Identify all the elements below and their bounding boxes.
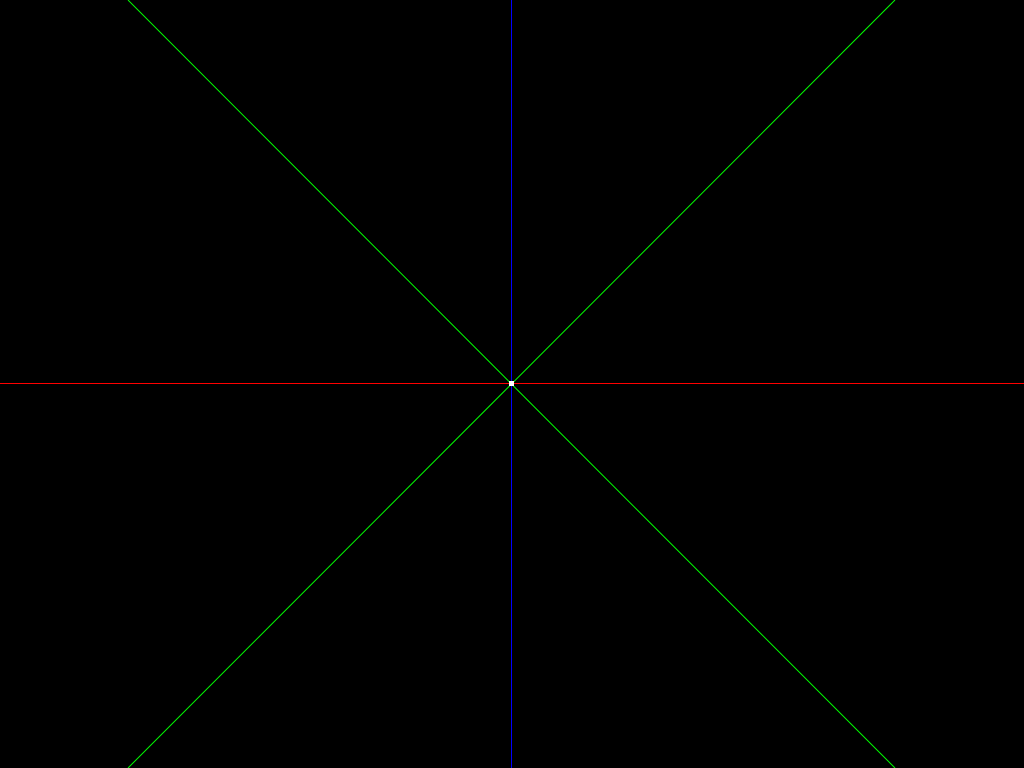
center-marker: [509, 381, 514, 386]
